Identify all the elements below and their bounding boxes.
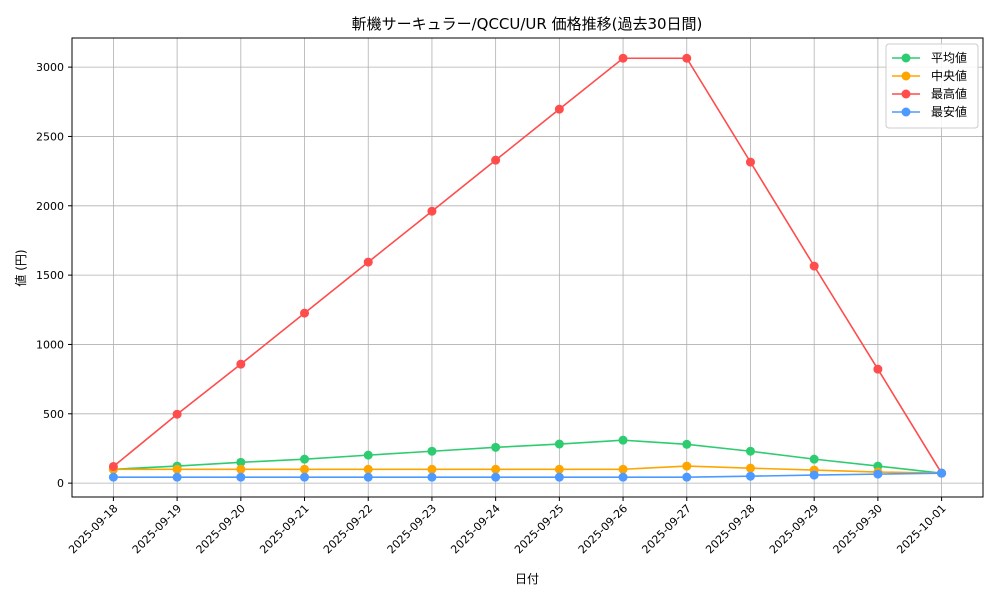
- data-point: [427, 464, 437, 474]
- data-point: [300, 464, 310, 474]
- series-line: [112, 57, 943, 474]
- x-tick-label: 2025-09-25: [512, 502, 566, 556]
- data-point: [554, 104, 564, 114]
- x-tick-label: 2025-09-19: [130, 502, 184, 556]
- x-tick-label: 2025-09-27: [639, 502, 693, 556]
- data-point: [682, 53, 692, 63]
- data-point: [236, 464, 246, 474]
- x-tick-label: 2025-09-23: [385, 502, 439, 556]
- data-point: [108, 472, 118, 482]
- x-tick-label: 2025-09-18: [66, 502, 120, 556]
- data-point: [809, 261, 819, 271]
- y-tick-label: 1000: [36, 338, 64, 351]
- legend-label: 平均値: [931, 50, 967, 65]
- x-axis-ticks: 2025-09-18 2025-09-19 2025-09-20 2025-09-21…: [66, 497, 949, 556]
- data-point: [618, 464, 628, 474]
- data-point: [745, 471, 755, 481]
- x-tick-label: 2025-09-28: [703, 502, 757, 556]
- plot-frame: [71, 37, 984, 498]
- x-tick-label: 2025-09-20: [194, 502, 248, 556]
- x-tick-label: 2025-10-01: [894, 502, 948, 556]
- data-point: [809, 470, 819, 480]
- legend-label: 最安値: [931, 104, 967, 119]
- data-point: [554, 439, 564, 449]
- legend-label: 中央値: [931, 68, 967, 83]
- data-point: [363, 257, 373, 267]
- data-point: [491, 464, 501, 474]
- series-lines: [108, 53, 947, 482]
- series-最安値: [108, 468, 947, 482]
- y-tick-label: 3000: [36, 61, 64, 74]
- data-point: [618, 53, 628, 63]
- data-point: [554, 472, 564, 482]
- data-point: [491, 155, 501, 165]
- series-平均値: [108, 435, 947, 478]
- series-最高値: [108, 53, 947, 478]
- data-point: [236, 359, 246, 369]
- data-point: [745, 446, 755, 456]
- data-point: [873, 469, 883, 479]
- legend-marker: [901, 53, 911, 63]
- data-point: [618, 435, 628, 445]
- data-point: [300, 454, 310, 464]
- x-tick-label: 2025-09-29: [767, 502, 821, 556]
- data-point: [937, 468, 947, 478]
- x-tick-label: 2025-09-22: [321, 502, 375, 556]
- legend-marker: [901, 89, 911, 99]
- data-point: [363, 464, 373, 474]
- data-point: [300, 308, 310, 318]
- x-tick-label: 2025-09-30: [831, 502, 885, 556]
- data-point: [363, 472, 373, 482]
- data-point: [427, 206, 437, 216]
- data-point: [108, 461, 118, 471]
- chart-title: 斬機サーキュラー/QCCU/UR 価格推移(過去30日間): [352, 15, 703, 33]
- y-axis-label: 値 (円): [13, 249, 28, 286]
- y-axis-ticks: 0 500 1000 1500 2000 2500 3000: [36, 61, 72, 490]
- data-point: [618, 472, 628, 482]
- series-line: [113, 439, 942, 474]
- data-point: [682, 439, 692, 449]
- data-point: [745, 157, 755, 167]
- data-point: [427, 446, 437, 456]
- x-tick-label: 2025-09-24: [448, 502, 502, 556]
- data-point: [873, 364, 883, 374]
- data-point: [682, 461, 692, 471]
- data-point: [491, 472, 501, 482]
- x-axis-label: 日付: [515, 572, 539, 586]
- y-tick-label: 2500: [36, 130, 64, 143]
- data-point: [172, 464, 182, 474]
- y-tick-label: 1500: [36, 269, 64, 282]
- legend-marker: [901, 71, 911, 81]
- series-line: [113, 465, 942, 474]
- x-tick-label: 2025-09-21: [257, 502, 311, 556]
- legend-box: [885, 43, 979, 129]
- y-tick-label: 0: [57, 477, 64, 490]
- x-tick-label: 2025-09-26: [576, 502, 630, 556]
- data-point: [682, 472, 692, 482]
- data-point: [300, 472, 310, 482]
- data-point: [427, 472, 437, 482]
- y-tick-label: 2000: [36, 200, 64, 213]
- series-line: [113, 472, 942, 478]
- data-point: [236, 457, 246, 467]
- data-point: [745, 463, 755, 473]
- data-point: [491, 442, 501, 452]
- data-point: [809, 454, 819, 464]
- grid-lines: [72, 38, 983, 497]
- legend-marker: [901, 107, 911, 117]
- legend-label: 最高値: [931, 86, 967, 101]
- data-point: [172, 409, 182, 419]
- data-point: [554, 464, 564, 474]
- y-tick-label: 500: [43, 408, 64, 421]
- data-point: [363, 450, 373, 460]
- data-point: [172, 472, 182, 482]
- data-point: [236, 472, 246, 482]
